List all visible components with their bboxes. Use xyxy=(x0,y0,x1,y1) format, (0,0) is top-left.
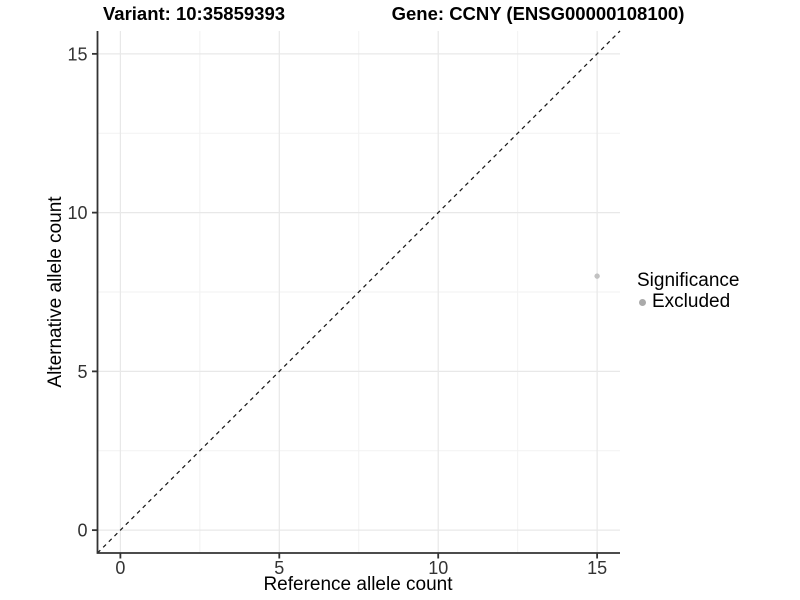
y-tick-label: 10 xyxy=(67,203,87,223)
x-tick-label: 5 xyxy=(274,558,284,578)
x-tick-label: 0 xyxy=(115,558,125,578)
plot-title-variant: Variant: 10:35859393 xyxy=(102,3,286,24)
legend-point-icon xyxy=(639,299,646,306)
x-tick-label: 15 xyxy=(587,558,607,578)
legend: Significance Excluded xyxy=(637,270,739,312)
legend-entry-excluded: Excluded xyxy=(637,292,739,312)
y-axis-title: Alternative allele count xyxy=(45,196,66,388)
x-axis-title: Reference allele count xyxy=(263,574,453,595)
data-point xyxy=(594,273,600,279)
identity-line xyxy=(97,30,621,554)
y-tick-label: 0 xyxy=(77,521,87,541)
y-tick-label: 15 xyxy=(67,44,87,64)
x-tick-label: 10 xyxy=(428,558,448,578)
y-tick-label: 5 xyxy=(77,362,87,382)
axis-lines xyxy=(96,31,620,554)
legend-entry-label: Excluded xyxy=(652,291,731,312)
plot-title-gene: Gene: CCNY (ENSG00000108100) xyxy=(391,3,685,24)
legend-title: Significance xyxy=(637,270,740,291)
